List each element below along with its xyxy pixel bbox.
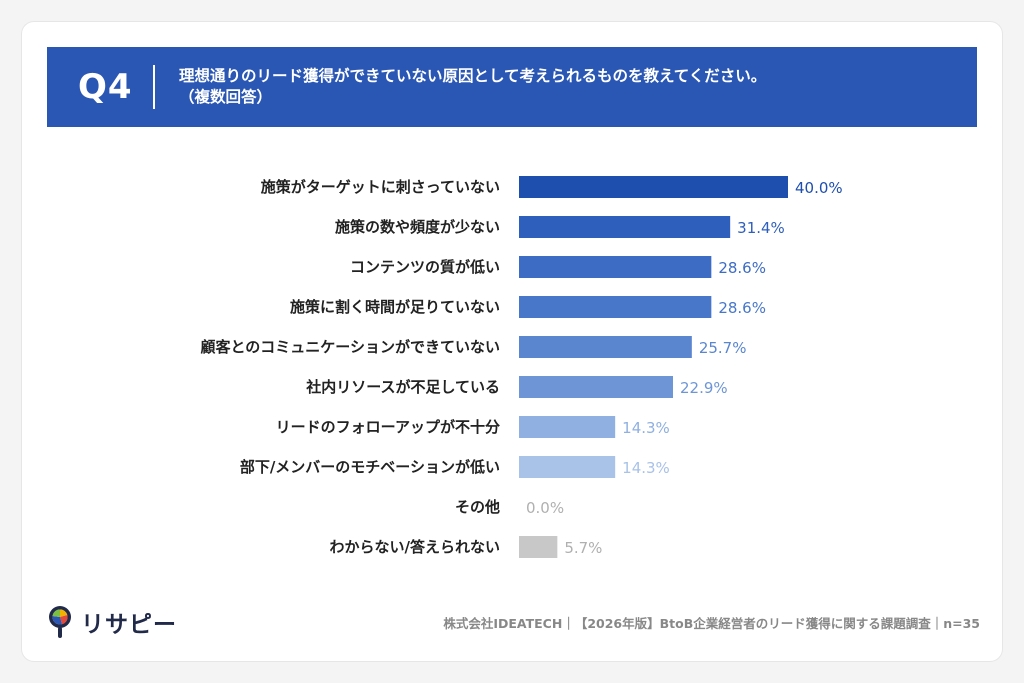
logo-text: リサピー bbox=[81, 612, 177, 638]
category-label: 社内リソースが不足している bbox=[305, 378, 500, 396]
source-note: 株式会社IDEATECH｜【2026年版】BtoB企業経営者のリード獲得に関する… bbox=[443, 616, 980, 631]
value-label: 28.6% bbox=[718, 259, 766, 277]
value-label: 14.3% bbox=[622, 459, 670, 477]
value-label: 31.4% bbox=[737, 219, 785, 237]
question-number: Q4 bbox=[78, 67, 133, 107]
question-header: Q4 理想通りのリード獲得ができていない原因として考えられるものを教えてください… bbox=[47, 47, 977, 127]
bar bbox=[519, 296, 712, 318]
category-label: 施策がターゲットに刺さっていない bbox=[261, 178, 500, 196]
question-title: 理想通りのリード獲得ができていない原因として考えられるものを教えてください。 bbox=[179, 67, 767, 85]
value-label: 0.0% bbox=[526, 499, 564, 517]
bar bbox=[519, 416, 616, 438]
brand-logo: リサピー bbox=[45, 604, 177, 640]
question-text: 理想通りのリード獲得ができていない原因として考えられるものを教えてください。 （… bbox=[179, 66, 959, 108]
value-label: 14.3% bbox=[622, 419, 670, 437]
bar bbox=[519, 176, 788, 198]
category-label: その他 bbox=[455, 498, 500, 516]
category-label: コンテンツの質が低い bbox=[350, 258, 500, 276]
header-divider bbox=[153, 65, 155, 109]
magnifier-pin-icon bbox=[49, 606, 71, 638]
category-label: リードのフォローアップが不十分 bbox=[276, 418, 500, 436]
bar bbox=[519, 336, 692, 358]
bar bbox=[519, 216, 731, 238]
bar bbox=[519, 456, 616, 478]
chart-card bbox=[22, 22, 1002, 661]
value-label: 22.9% bbox=[680, 379, 728, 397]
category-label: 施策に割く時間が足りていない bbox=[290, 298, 500, 316]
category-label: 顧客とのコミュニケーションができていない bbox=[200, 338, 500, 356]
value-label: 25.7% bbox=[699, 339, 747, 357]
bar bbox=[519, 536, 558, 558]
category-label: 施策の数や頻度が少ない bbox=[335, 218, 500, 236]
question-note: （複数回答） bbox=[179, 88, 273, 106]
bar bbox=[519, 376, 674, 398]
category-label: わからない/答えられない bbox=[330, 538, 500, 556]
value-label: 40.0% bbox=[795, 179, 843, 197]
value-label: 5.7% bbox=[564, 539, 602, 557]
bar bbox=[519, 256, 712, 278]
category-label: 部下/メンバーのモチベーションが低い bbox=[240, 458, 500, 476]
value-label: 28.6% bbox=[718, 299, 766, 317]
